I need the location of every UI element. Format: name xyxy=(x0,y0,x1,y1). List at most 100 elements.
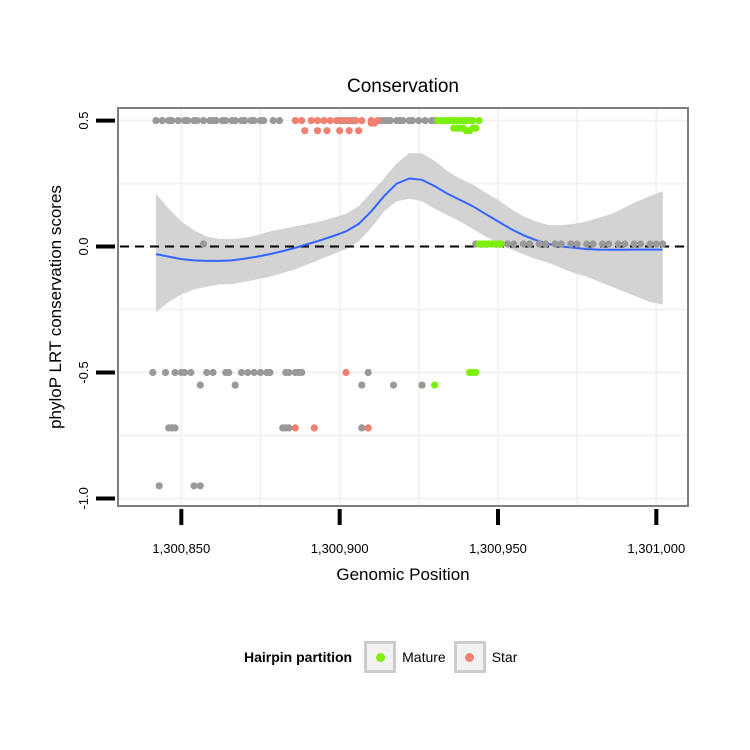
point-other xyxy=(298,368,306,377)
point-other xyxy=(184,117,192,125)
point-star xyxy=(345,127,353,135)
point-star xyxy=(364,424,372,432)
point-star xyxy=(332,117,341,125)
point-other xyxy=(266,368,274,377)
point-star xyxy=(301,127,309,135)
point-other xyxy=(630,240,638,248)
legend-title: Hairpin partition xyxy=(244,649,353,665)
y-tick-label: -1.0 xyxy=(76,487,91,509)
y-axis: 0.5 0.0 -0.5 -1.0 xyxy=(76,112,115,510)
point-other xyxy=(659,240,667,248)
point-other xyxy=(196,381,204,389)
point-other xyxy=(171,424,179,432)
legend-dot-star xyxy=(465,652,475,662)
point-other xyxy=(212,117,220,125)
point-star xyxy=(313,127,322,135)
data-points xyxy=(149,117,667,490)
point-star xyxy=(310,424,318,432)
point-other xyxy=(168,117,176,125)
point-other xyxy=(636,240,645,248)
point-mature xyxy=(472,124,480,132)
point-other xyxy=(269,117,277,125)
chart-title: Conservation xyxy=(347,76,459,97)
point-other xyxy=(231,117,239,125)
legend-key-star xyxy=(453,641,486,673)
point-other xyxy=(199,117,208,125)
point-other xyxy=(510,240,518,248)
point-other xyxy=(260,117,268,125)
point-star xyxy=(336,127,344,135)
point-other xyxy=(250,368,258,377)
legend: Hairpin partition Mature Star xyxy=(244,640,525,674)
point-other xyxy=(519,240,527,248)
x-axis: 1,300,850 1,300,900 1,300,950 1,301,000 xyxy=(152,509,685,556)
point-star xyxy=(342,368,350,377)
point-other xyxy=(503,240,512,248)
point-other xyxy=(551,240,559,248)
confidence-band xyxy=(156,153,663,312)
legend-dot-mature xyxy=(375,652,385,662)
legend-key-mature xyxy=(364,641,397,673)
point-other xyxy=(589,240,597,248)
point-star xyxy=(298,117,306,125)
point-other xyxy=(285,424,293,432)
point-other xyxy=(244,368,252,377)
point-other xyxy=(358,381,366,389)
smooth-line xyxy=(155,177,663,262)
x-tick-label: 1,300,850 xyxy=(152,541,210,556)
point-mature xyxy=(497,240,505,248)
point-mature xyxy=(472,368,480,377)
point-mature xyxy=(475,117,483,125)
point-other xyxy=(174,117,182,125)
point-star xyxy=(345,117,353,125)
point-star xyxy=(323,127,331,135)
point-other xyxy=(190,482,198,490)
x-tick-label: 1,300,950 xyxy=(469,541,527,556)
point-star xyxy=(355,127,363,135)
x-tick-label: 1,301,000 xyxy=(627,541,685,556)
point-other xyxy=(275,117,284,125)
point-other xyxy=(535,240,543,248)
point-other xyxy=(573,240,581,248)
point-star xyxy=(339,117,347,125)
point-other xyxy=(408,117,417,125)
point-star xyxy=(291,117,299,125)
point-mature xyxy=(469,117,477,125)
point-other xyxy=(526,240,534,248)
legend-label-star: Star xyxy=(491,649,518,665)
point-other xyxy=(196,482,204,490)
point-other xyxy=(646,240,654,248)
y-axis-label: phyloP LRT conservation scores xyxy=(46,185,65,429)
point-star xyxy=(358,117,366,125)
point-mature xyxy=(431,381,439,389)
point-other xyxy=(256,368,265,377)
point-other xyxy=(386,117,394,125)
point-other xyxy=(209,368,217,377)
point-other xyxy=(250,117,258,125)
point-other xyxy=(180,368,189,377)
y-tick-label: -0.5 xyxy=(76,361,91,383)
point-other xyxy=(187,368,195,377)
point-star xyxy=(313,117,322,125)
point-other xyxy=(652,240,660,248)
point-other xyxy=(241,117,249,125)
point-star xyxy=(320,117,328,125)
point-other xyxy=(225,368,233,377)
point-other xyxy=(614,240,622,248)
point-star xyxy=(326,117,334,125)
x-axis-label: Genomic Position xyxy=(336,565,469,584)
point-star xyxy=(307,117,315,125)
y-tick-label: 0.5 xyxy=(76,112,91,130)
point-other xyxy=(149,368,157,377)
point-other xyxy=(358,424,366,432)
point-star xyxy=(367,119,375,127)
point-other xyxy=(541,240,550,248)
point-other xyxy=(158,117,166,125)
point-other xyxy=(152,117,160,125)
point-other xyxy=(389,381,398,389)
point-other xyxy=(237,368,246,377)
point-other xyxy=(598,240,607,248)
point-other xyxy=(557,240,565,248)
point-other xyxy=(161,368,170,377)
legend-label-mature: Mature xyxy=(402,649,446,665)
